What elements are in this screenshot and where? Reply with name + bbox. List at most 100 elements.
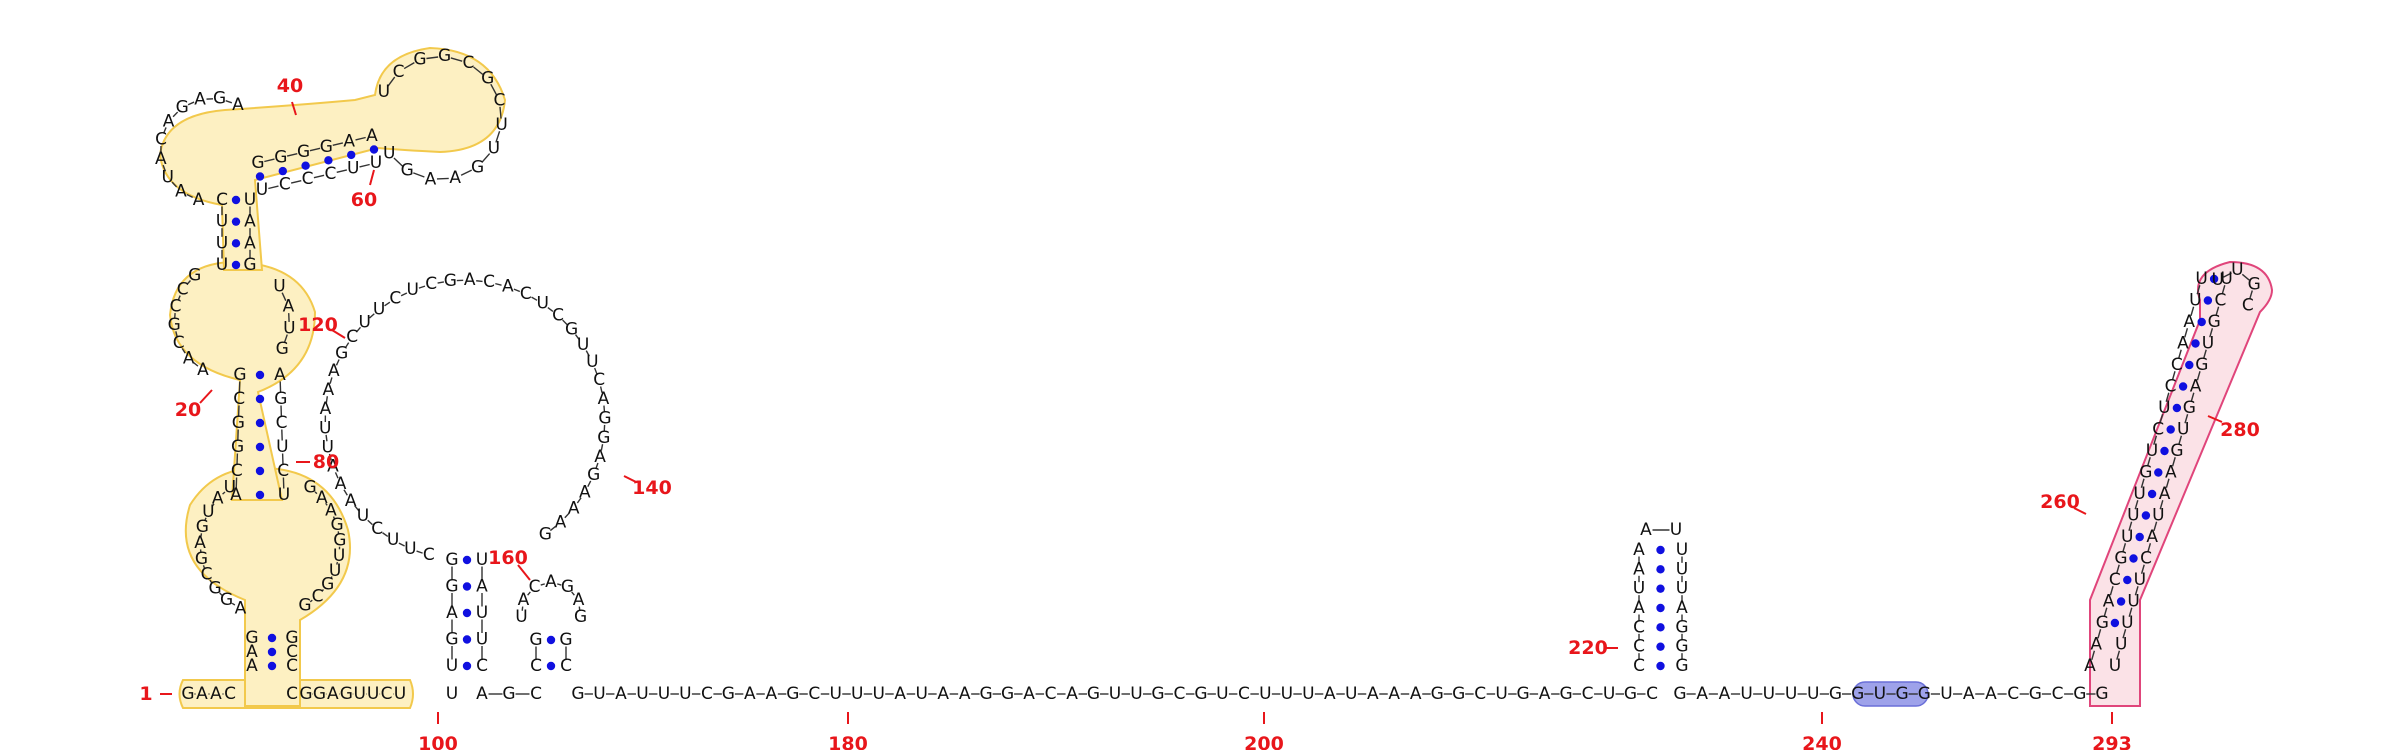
backbone-link xyxy=(2128,607,2133,617)
backbone-link xyxy=(193,362,199,367)
backbone-link xyxy=(321,589,325,592)
nucleotide: C xyxy=(530,656,542,676)
backbone-link xyxy=(450,57,463,62)
nucleotide: U xyxy=(224,478,236,498)
nucleotide: A xyxy=(2103,592,2115,612)
nucleotide: C xyxy=(346,327,358,347)
nucleotide: C xyxy=(529,577,541,597)
backbone-link xyxy=(344,342,350,349)
nucleotide: U xyxy=(446,684,458,704)
nucleotide: U xyxy=(353,684,365,704)
backbone-link xyxy=(2159,500,2164,510)
nucleotide: G xyxy=(274,389,287,409)
nucleotide: C xyxy=(2007,684,2019,704)
nucleotide: U xyxy=(2121,613,2133,633)
nucleotide: C xyxy=(1238,684,1250,704)
nucleotide: G xyxy=(245,628,258,648)
nucleotide: G xyxy=(1452,684,1465,704)
nucleotide: A xyxy=(765,684,777,704)
nucleotide: U xyxy=(577,335,589,355)
nucleotide: G xyxy=(1194,684,1207,704)
backbone-link xyxy=(330,576,333,580)
nucleotide: U xyxy=(1130,684,1142,704)
nucleotide: U xyxy=(593,684,605,704)
nucleotide: C xyxy=(2109,570,2121,590)
backbone-link xyxy=(2122,629,2127,639)
nucleotide: U xyxy=(1807,684,1819,704)
nucleotide: U xyxy=(2109,656,2121,676)
base-pair-dot xyxy=(231,239,241,248)
nucleotide: A xyxy=(155,149,167,169)
nucleotide: A xyxy=(1633,598,1645,618)
base-pair-dot xyxy=(267,647,277,657)
nucleotide: A xyxy=(2159,484,2171,504)
nucleotide: C xyxy=(2214,291,2226,311)
nucleotide: U xyxy=(476,550,488,570)
nucleotide: A xyxy=(615,684,627,704)
nucleotide: C xyxy=(463,53,475,73)
nucleotide: C xyxy=(155,129,167,149)
nucleotide: C xyxy=(1633,656,1645,676)
nucleotide: C xyxy=(2052,684,2064,704)
base-pair-dot xyxy=(2160,446,2169,456)
nucleotide: C xyxy=(560,656,572,676)
backbone-link xyxy=(2147,543,2152,553)
backbone-link xyxy=(2223,272,2232,278)
nucleotide: A xyxy=(244,233,256,253)
base-pair-dot xyxy=(301,161,310,170)
nucleotide: U xyxy=(1940,684,1952,704)
nucleotide: G xyxy=(276,339,289,359)
nucleotide: G xyxy=(320,137,333,157)
nucleotide: C xyxy=(216,190,228,210)
backbone-link xyxy=(2249,290,2253,300)
backbone-link xyxy=(594,367,598,375)
nucleotide: A xyxy=(2165,463,2177,483)
nucleotide: G xyxy=(1559,684,1572,704)
nucleotide: A xyxy=(325,501,337,521)
base-pair-dot xyxy=(2209,274,2219,284)
position-tick xyxy=(331,329,346,339)
nucleotide: A xyxy=(1066,684,1078,704)
nucleotide: A xyxy=(425,169,437,189)
nucleotide: A xyxy=(2190,377,2202,397)
backbone-link xyxy=(354,505,360,512)
nucleotide: A xyxy=(2146,527,2158,547)
backbone-link xyxy=(211,503,215,507)
nucleotide: A xyxy=(598,389,610,409)
backbone-link xyxy=(481,153,491,163)
nucleotide: C xyxy=(493,90,505,110)
backbone-link xyxy=(2134,500,2139,510)
nucleotide: U xyxy=(2195,269,2207,289)
backbone-link xyxy=(283,334,288,344)
backbone-link xyxy=(325,502,328,506)
nucleotide: C xyxy=(286,642,298,662)
nucleotide: U xyxy=(333,546,345,566)
position-tick xyxy=(369,169,375,186)
nucleotide: G xyxy=(304,478,317,498)
nucleotide: A xyxy=(1963,684,1975,704)
backbone-link xyxy=(2115,564,2120,574)
baseline-u: U xyxy=(446,684,458,704)
nucleotide: C xyxy=(701,684,713,704)
nucleotide: U xyxy=(216,212,228,232)
nucleotide: A xyxy=(959,684,971,704)
backbone-link xyxy=(413,172,425,178)
backbone-link xyxy=(2116,650,2121,660)
nucleotide: C xyxy=(476,656,488,676)
nucleotide: U xyxy=(679,684,691,704)
nucleotide: U xyxy=(1874,684,1886,704)
backbone-link xyxy=(336,169,348,173)
backbone-link xyxy=(2153,435,2158,445)
nucleotide: U xyxy=(1495,684,1507,704)
backbone-link xyxy=(574,334,580,341)
nucleotide: U xyxy=(2189,291,2201,311)
backbone-link xyxy=(437,281,445,284)
